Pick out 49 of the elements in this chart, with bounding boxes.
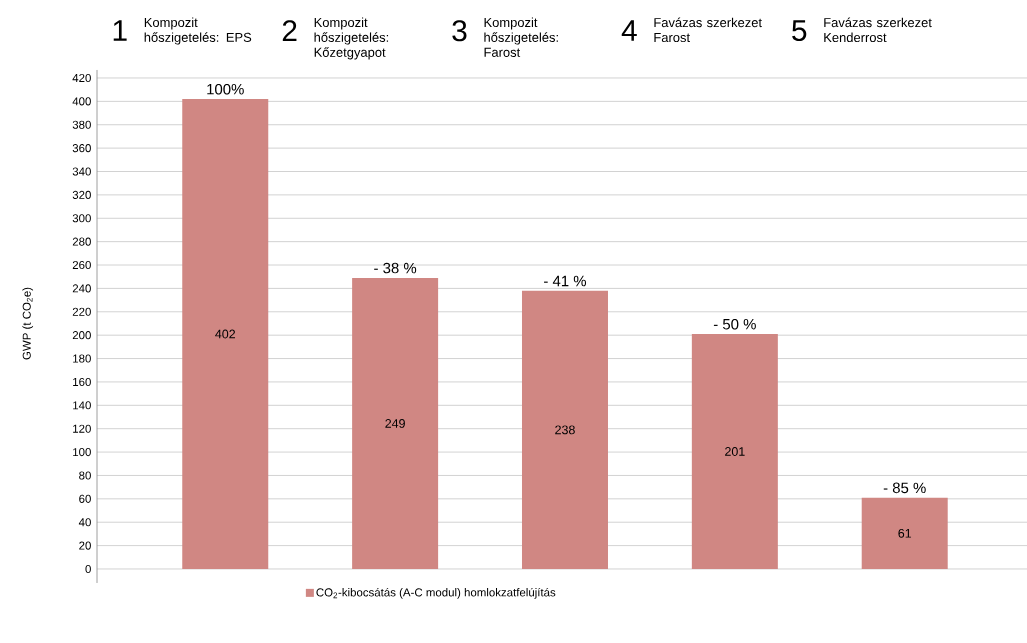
y-tick-label: 40 <box>78 518 91 527</box>
text: 5 <box>792 20 807 42</box>
y-tick-label: 100 <box>73 448 91 457</box>
y-tick-label: 380 <box>72 120 91 129</box>
y-tick-label: 0 <box>85 564 91 574</box>
y-tick-label: 340 <box>72 167 91 176</box>
y-tick-label: 300 <box>72 214 91 223</box>
y-tick-label: 320 <box>72 190 91 199</box>
annotation: - 41 % <box>544 275 587 287</box>
y-tick-label: 360 <box>72 144 91 153</box>
y-tick-label: 160 <box>73 377 91 386</box>
data-label: 201 <box>725 447 745 456</box>
x-tick-label: Favázas szerkezet Kenderrost <box>824 17 932 43</box>
data-label: 402 <box>215 329 236 339</box>
data-label: 238 <box>555 425 575 435</box>
bar <box>182 99 269 569</box>
annotation: - 85 % <box>883 482 926 494</box>
y-axis-title: GWP (t CO$_{2}$e) <box>22 287 34 360</box>
y-tick-label: 180 <box>73 354 91 363</box>
y-tick-label: 240 <box>72 284 91 293</box>
y-tick-label: 60 <box>79 494 91 503</box>
bar <box>691 334 778 569</box>
y-tick-label: 260 <box>72 260 91 270</box>
y-tick-label: 220 <box>72 307 91 316</box>
legend-label: CO$_{2}$-kibocsátás (A-C modul) homlokzatfelújítás <box>316 587 556 599</box>
y-tick-label: 140 <box>73 401 91 410</box>
annotation: - 50 % <box>713 318 756 330</box>
annotation: 100% <box>207 83 244 95</box>
data-label: 249 <box>385 419 405 428</box>
text: 2 <box>282 20 297 42</box>
y-tick-label: 420 <box>72 73 91 83</box>
text: 3 <box>452 20 467 42</box>
y-tick-label: 20 <box>79 541 91 550</box>
x-tick-label: Kompozit hőszigetelés: Kőzetgyapot <box>314 17 389 60</box>
y-tick-label: 120 <box>73 424 91 433</box>
annotation: - 38 % <box>374 262 417 274</box>
bar <box>861 497 948 569</box>
text: 1 <box>113 20 127 41</box>
y-tick-label: 80 <box>79 471 91 480</box>
x-tick-label: Kompozit hőszigetelés: EPS <box>144 17 252 45</box>
data-label: 61 <box>898 528 912 538</box>
y-tick-label: 400 <box>72 97 91 106</box>
bar <box>352 277 439 569</box>
y-tick-label: 200 <box>72 331 91 340</box>
x-tick-label: Favázas szerkezet Farost <box>654 17 762 43</box>
bar <box>521 290 608 569</box>
text: 4 <box>621 20 637 41</box>
x-tick-label: Kompozit hőszigetelés: Farost <box>484 17 558 57</box>
y-tick-label: 280 <box>72 237 91 246</box>
